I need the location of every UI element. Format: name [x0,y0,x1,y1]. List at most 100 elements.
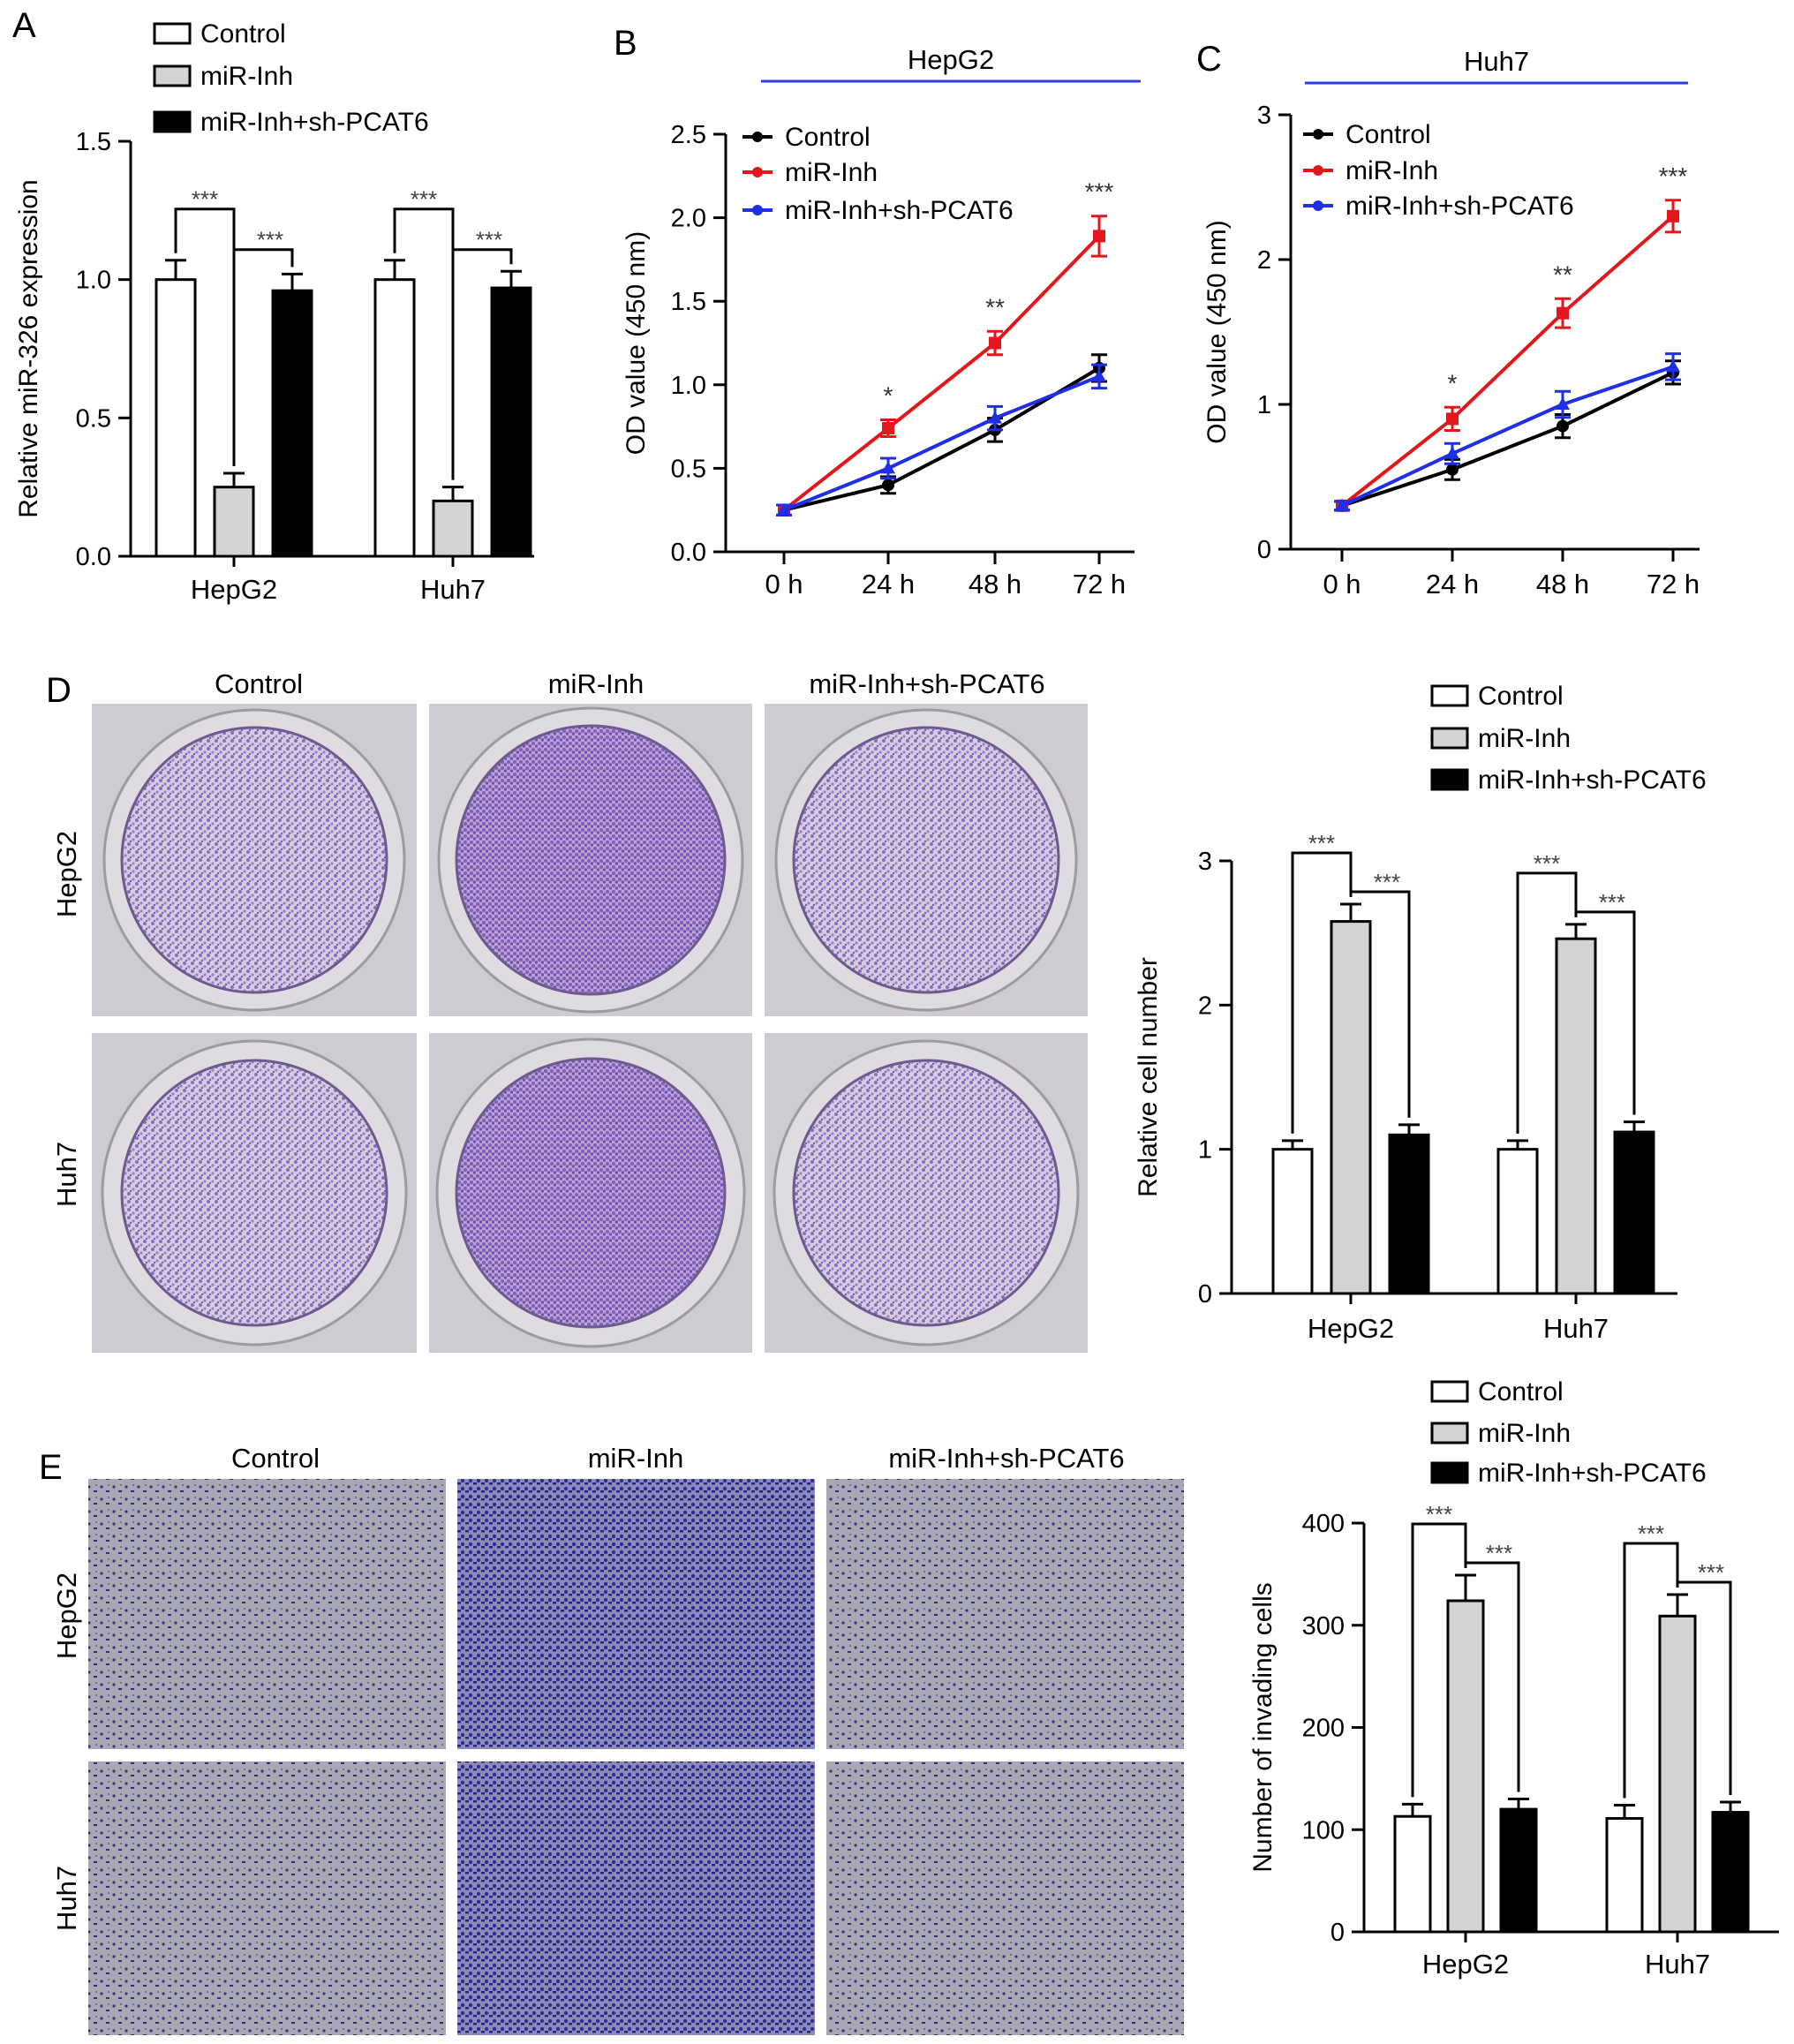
x-tick-label: 48 h [969,569,1021,600]
panel-letter-d: D [46,671,72,710]
bar-mir-inh-sh-huh7 [1613,1130,1655,1295]
legend-swatch-mir-inh-sh [153,110,192,133]
colony-row-label-huh7: Huh7 [51,1142,82,1207]
legend-label-control: Control [1478,682,1564,711]
y-tick-label: 200 [1302,1715,1345,1743]
legend-swatch-mir-inh [1430,727,1469,750]
y-tick-label: 2 [1198,992,1212,1020]
legend-swatch-mir-inh-sh [1430,1461,1469,1484]
significance-bracket [1677,1580,1732,1795]
panel-letter-b: B [614,24,637,63]
significance-label: ** [1553,260,1572,288]
invasion-row-label-hepg2: HepG2 [51,1573,82,1659]
panel-letter-a: A [12,6,36,45]
colony-image-hepg2-mir-inh-sh [765,704,1088,1016]
y-tick-label: 1.5 [76,128,111,156]
y-tick-label: 100 [1302,1816,1345,1844]
cell-line-label-c: Huh7 [1464,46,1529,77]
y-tick-label: 1.5 [671,288,706,316]
invasion-image-huh7-control [88,1761,446,2035]
x-tick-label: 24 h [862,569,915,600]
bar-mir-inh-sh-hepg2 [1499,1807,1538,1934]
x-tick-label: 0 h [765,569,803,600]
colony-image-hepg2-control [92,704,417,1016]
colony-image-hepg2-mir-inh [429,704,752,1016]
bar-mir-inh-huh7 [1555,937,1597,1295]
x-tick-label: HepG2 [1422,1949,1509,1980]
significance-label: *** [1308,830,1335,856]
significance-label: *** [192,186,218,213]
significance-bracket [453,248,513,265]
invasion-col-label-mir-inh-sh: miR-Inh+sh-PCAT6 [888,1443,1124,1474]
bar-control-huh7 [373,278,416,558]
invasion-image-hepg2-control [88,1479,446,1749]
significance-bracket [1291,851,1353,1134]
y-tick-label: 1 [1257,391,1271,419]
bar-mir-inh-hepg2 [1446,1599,1485,1934]
legend-label-mir-inh-sh: miR-Inh+sh-PCAT6 [785,196,1014,225]
y-tick-label: 0 [1198,1280,1212,1309]
x-tick-label: 48 h [1536,569,1589,600]
y-tick-label: 1.0 [671,372,706,400]
y-tick-label: 2.5 [671,121,706,149]
legend-label-mir-inh: miR-Inh [1346,156,1438,185]
bar-control-huh7 [1605,1817,1644,1934]
bar-mir-inh-hepg2 [213,486,255,558]
significance-label: *** [1486,1540,1512,1566]
x-tick-label: Huh7 [1645,1949,1710,1980]
colony-images: Control miR-Inh miR-Inh+sh-PCAT6 HepG2 H… [51,668,1088,1353]
invasion-image-hepg2-mir-inh [457,1479,815,1749]
significance-label: * [1448,369,1458,396]
point-mir-inh-sh [988,411,1002,424]
bar-mir-inh-sh-huh7 [1711,1811,1750,1934]
legend-label-mir-inh-sh: miR-Inh+sh-PCAT6 [1346,192,1574,221]
significance-label: *** [1085,178,1114,206]
invasion-col-label-mir-inh: miR-Inh [588,1443,684,1474]
legend-swatch-control [1430,1380,1469,1403]
point-control [1446,463,1459,476]
panel-letter-c: C [1196,40,1222,79]
legend-marker-mir-inh [1313,165,1323,176]
x-tick-label: Huh7 [420,574,486,605]
point-control [1557,419,1569,433]
colony-row-label-hepg2: HepG2 [51,831,82,917]
point-mir-inh [1093,230,1105,243]
significance-label: *** [1659,162,1688,190]
significance-bracket [1516,871,1578,1134]
significance-label: *** [1534,850,1560,877]
point-mir-inh-sh [881,461,895,474]
y-tick-label: 2 [1257,246,1271,275]
significance-bracket [1576,910,1636,1115]
series-line-control [1341,371,1674,508]
x-tick-label: 0 h [1323,569,1361,600]
invasion-col-label-control: Control [231,1443,320,1474]
legend-label-mir-inh: miR-Inh [1478,1419,1571,1448]
y-tick-label: 3 [1198,848,1212,876]
significance-bracket [393,207,455,480]
colony-image-huh7-mir-inh-sh [765,1033,1088,1353]
legend-marker-control [1313,129,1323,140]
x-tick-label: Huh7 [1543,1313,1609,1344]
legend-label-control: Control [1346,120,1431,149]
invasion-image-hepg2-mir-inh-sh [826,1479,1184,1749]
invasion-image-huh7-mir-inh [457,1761,815,2035]
y-axis-label: OD value (450 nm) [622,231,651,455]
point-mir-inh [1557,306,1569,320]
legend-swatch-control [1430,684,1469,707]
significance-bracket [1411,1522,1467,1798]
y-tick-label: 3 [1257,102,1271,130]
legend-label-control: Control [785,123,871,152]
colony-col-label-mir-inh-sh: miR-Inh+sh-PCAT6 [809,668,1044,699]
significance-bracket [234,248,294,268]
colony-col-label-mir-inh: miR-Inh [548,668,644,699]
legend-label-mir-inh: miR-Inh [200,62,293,91]
y-tick-label: 0.0 [671,539,706,567]
bar-mir-inh-sh-hepg2 [1388,1133,1430,1295]
chart-d: 0 1 2 3 Relative cell number HepG2 *** *** Huh7 *… [1134,682,1707,1344]
point-mir-inh [882,421,894,434]
legend-marker-mir-inh-sh [752,205,763,215]
bar-control-hepg2 [1271,1148,1314,1295]
legend-marker-mir-inh-sh [1313,200,1323,211]
point-mir-inh-sh [1335,498,1349,511]
legend-swatch-mir-inh [1430,1422,1469,1444]
